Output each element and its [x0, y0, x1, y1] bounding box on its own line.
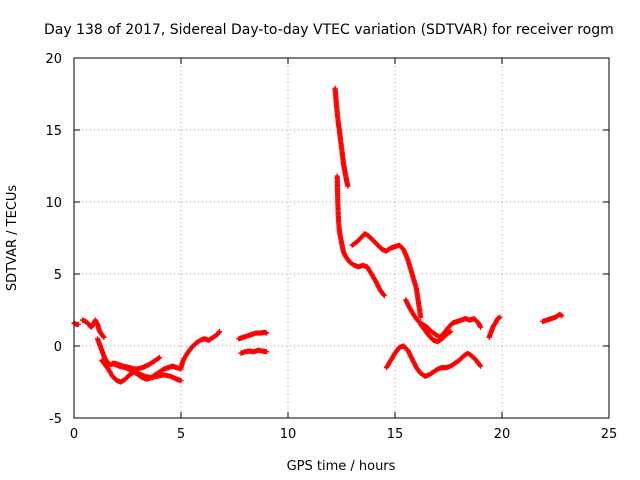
y-tick-label: 15	[45, 124, 62, 139]
x-tick-label: 10	[280, 427, 297, 442]
data-point	[178, 377, 184, 384]
data-point	[381, 293, 387, 299]
x-tick-label: 25	[601, 427, 618, 442]
series-a6	[178, 329, 223, 371]
series-b2	[334, 173, 387, 299]
data-point	[101, 334, 107, 340]
axis-ticks: 0 5 10 15 20 25 -5 0 5 10 15 20	[45, 52, 617, 442]
y-tick-label: -5	[49, 412, 62, 427]
data-marks	[71, 85, 565, 385]
series-a1	[71, 320, 81, 327]
y-tick-label: 5	[54, 268, 62, 283]
grid	[74, 58, 609, 418]
series-a5	[109, 360, 184, 384]
series-a2	[79, 317, 107, 340]
series-b7	[486, 314, 503, 340]
data-point	[380, 292, 387, 298]
y-tick-label: 10	[45, 196, 62, 211]
plot-frame	[73, 57, 610, 419]
y-axis-label: SDTVAR / TECUs	[5, 185, 20, 292]
x-tick-label: 0	[70, 427, 78, 442]
data-point	[497, 314, 503, 320]
data-point	[477, 362, 483, 368]
data-point	[478, 324, 484, 330]
data-point	[100, 333, 106, 339]
data-point	[155, 355, 162, 361]
data-point	[264, 349, 270, 355]
data-point	[496, 315, 502, 321]
data-point	[478, 363, 484, 369]
data-point	[448, 329, 454, 335]
x-tick-label: 20	[494, 427, 511, 442]
data-point	[418, 314, 424, 320]
series-b5	[418, 321, 454, 345]
data-point	[216, 329, 223, 335]
y-tick-label: 0	[54, 340, 62, 355]
data-point	[559, 313, 565, 319]
data-point	[345, 183, 351, 189]
data-point	[264, 330, 270, 336]
chart-title: Day 138 of 2017, Sidereal Day-to-day VTE…	[44, 22, 614, 38]
data-point	[446, 329, 453, 335]
y-tick-label: 20	[45, 52, 62, 67]
series-b3	[349, 231, 424, 320]
series-b1	[332, 85, 351, 189]
series-a7	[236, 329, 270, 342]
x-axis-label: GPS time / hours	[287, 459, 396, 474]
series-b6	[383, 343, 484, 379]
series-a8	[238, 347, 270, 356]
data-point	[558, 312, 564, 318]
data-point	[157, 354, 163, 361]
data-point	[216, 329, 222, 336]
x-tick-label: 5	[177, 427, 185, 442]
series-b8	[540, 311, 565, 325]
data-point	[75, 321, 81, 327]
series-b4	[403, 297, 484, 340]
x-tick-label: 15	[387, 427, 404, 442]
